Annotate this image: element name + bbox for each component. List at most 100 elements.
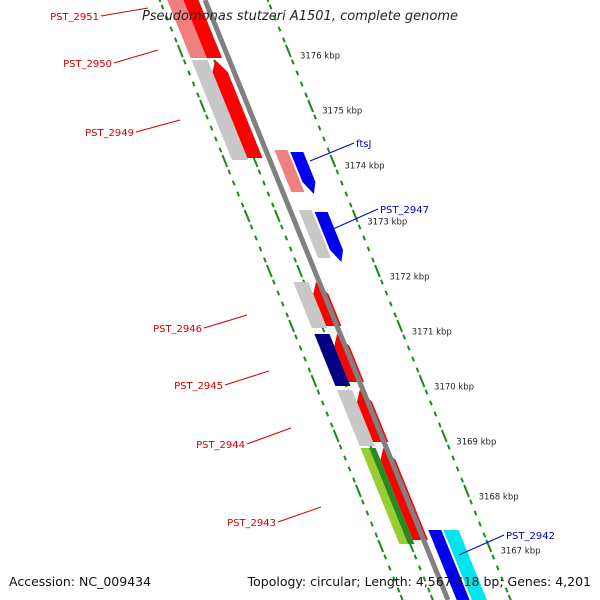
tick-mark [504,587,509,593]
scale-label: 3171 kbp [412,328,452,338]
tick-mark [221,154,229,168]
scale-label: 3169 kbp [456,438,496,448]
tick-mark [402,334,407,340]
tick-mark [455,466,460,472]
tick-mark [451,455,456,461]
tick-mark [214,136,218,142]
map-title: Pseudomonas stutzeri A1501, complete gen… [141,9,459,24]
scale-label: 3172 kbp [389,273,429,283]
tick-mark [218,147,223,153]
tick-mark [347,466,352,472]
tick-mark [284,235,289,241]
tick-mark [254,235,258,241]
tick-mark [158,0,162,3]
tick-mark [205,114,209,120]
tick-mark [377,539,385,553]
cds-arrow [290,152,316,194]
gene-leader-line [135,119,181,133]
tick-mark [361,499,365,505]
accession-text: Accession: NC_009434 [9,574,152,589]
tick-mark [371,257,375,263]
tick-mark [288,246,293,252]
tick-mark [276,290,281,296]
gene-label: PST_2943 [227,518,276,529]
gene-label: PST_2951 [50,12,99,23]
tick-mark [422,576,427,582]
scale-label: 3168 kbp [479,493,519,503]
tick-mark [392,576,396,582]
tick-mark [258,246,263,252]
tick-mark [165,15,169,21]
cds-arrow [314,212,344,262]
tick-mark [271,202,275,208]
gene-label: ftsJ [356,139,371,150]
tick-mark [160,4,165,10]
tick-mark [227,169,232,175]
gene-leader-line [246,427,292,445]
tick-mark [266,0,270,3]
tick-mark [299,81,304,87]
tick-mark [362,235,366,241]
tick-mark [366,246,371,252]
cds-block [293,282,328,328]
genome-backbone [202,0,451,600]
tick-mark [433,411,438,417]
tick-mark [473,510,478,516]
tick-mark [322,136,326,142]
tick-mark [187,70,191,76]
tick-mark [293,257,297,263]
tick-mark [290,59,295,65]
tick-mark [357,224,362,230]
tick-mark [176,44,184,58]
cds-block [274,150,305,192]
tick-mark [469,499,473,505]
cds-block [298,210,332,258]
tick-mark [280,301,285,307]
tick-mark [355,484,362,498]
gene-label: PST_2950 [63,59,112,70]
gene-label: PST_2946 [153,324,202,335]
gene-leader-line [458,534,505,556]
cds-arrow [212,60,263,158]
tick-mark [277,26,282,32]
scale-label: 3170 kbp [434,383,474,393]
tick-mark [273,209,281,223]
tick-mark [374,264,381,278]
tick-mark [374,532,379,538]
cds-block [369,448,415,544]
tick-mark [265,264,273,278]
topology-text: Topology: circular; Length: 4,567,418 bp… [247,574,591,589]
tick-mark [329,422,334,428]
tick-mark [387,565,392,571]
scale-label: 3175 kbp [322,107,362,117]
tick-mark [294,334,298,340]
tick-mark [282,37,286,43]
tick-mark [344,191,349,197]
tick-mark [243,209,251,223]
tick-mark [424,389,429,395]
tick-mark [182,59,187,65]
gene-leader-line [309,142,355,162]
tick-mark [257,169,262,175]
tick-mark [369,521,374,527]
tick-mark [413,554,418,560]
tick-mark [406,345,411,351]
tick-mark [262,180,266,186]
tick-mark [199,99,206,113]
gene-leader-line [113,49,159,64]
scale-label: 3174 kbp [345,162,385,172]
tick-mark [426,587,431,593]
tick-mark [332,429,340,443]
tick-mark [320,400,325,406]
tick-mark [482,532,487,538]
gene-leader-line [203,314,248,329]
tick-mark [313,114,317,120]
scale-labels: 3176 kbp 3175 kbp 3174 kbp 3173 kbp 3172 kbp… [300,52,541,557]
tick-mark [393,312,398,318]
tick-mark [326,147,331,153]
gene-label: PST_2944 [196,440,245,451]
tick-mark [478,521,482,527]
scale-label: 3167 kbp [500,547,540,557]
